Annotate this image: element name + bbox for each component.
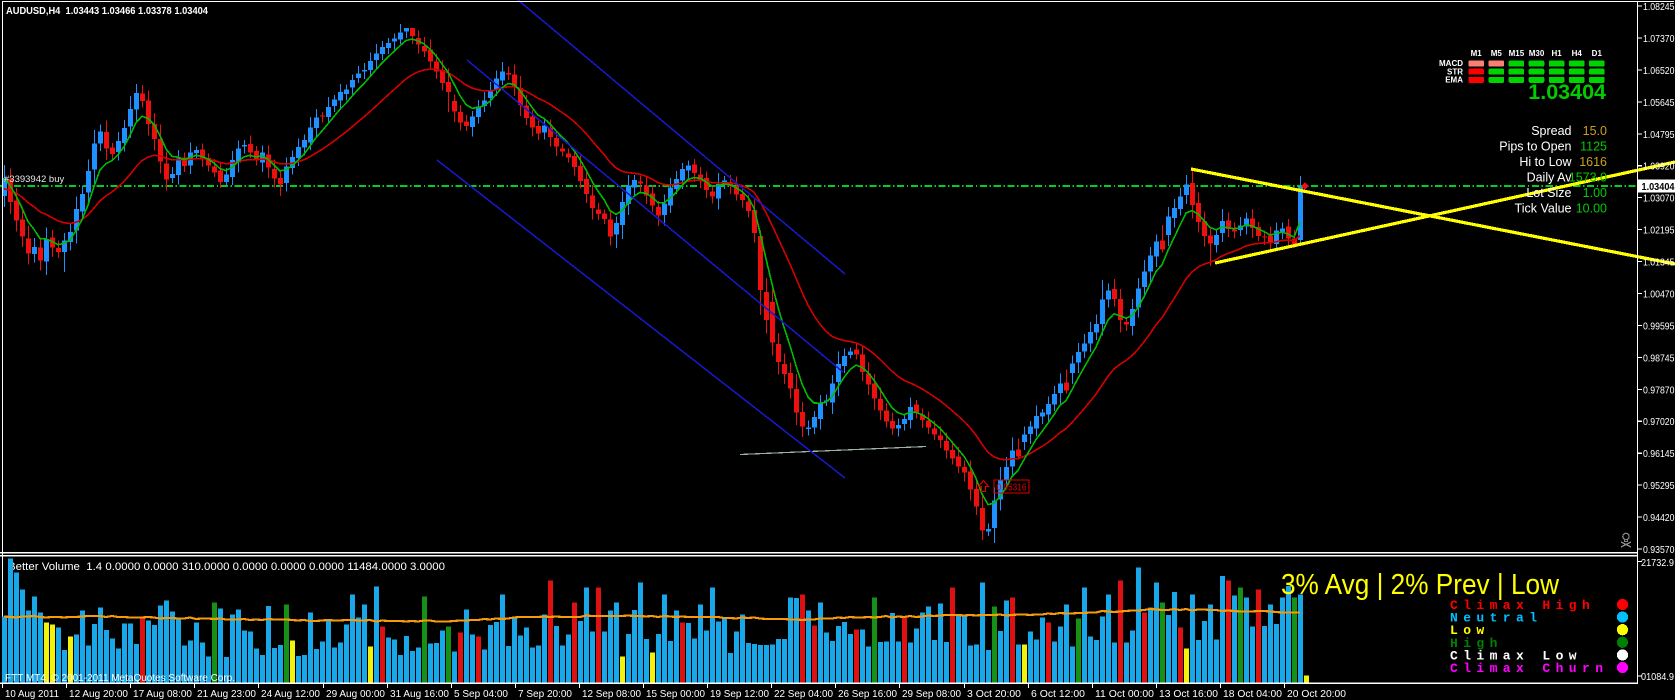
svg-text:19 Sep 12:00: 19 Sep 12:00 <box>710 688 769 700</box>
svg-text:Low: Low <box>1450 623 1490 638</box>
svg-text:22 Sep 04:00: 22 Sep 04:00 <box>774 688 833 700</box>
svg-text:13 Oct 16:00: 13 Oct 16:00 <box>1159 688 1218 700</box>
svg-text:Tick Value: Tick Value <box>1515 202 1572 216</box>
svg-text:5 Sep 04:00: 5 Sep 04:00 <box>454 688 508 700</box>
svg-text:STR: STR <box>1447 67 1463 76</box>
svg-text:0.99595: 0.99595 <box>1643 320 1675 332</box>
svg-text:0.95295: 0.95295 <box>1643 480 1675 492</box>
svg-text:1.07370: 1.07370 <box>1643 33 1675 45</box>
svg-text:1.01345: 1.01345 <box>1643 257 1675 269</box>
svg-text:0.97020: 0.97020 <box>1643 416 1675 428</box>
svg-text:17 Aug 08:00: 17 Aug 08:00 <box>133 688 192 700</box>
svg-text:Hi to Low: Hi to Low <box>1519 155 1572 169</box>
svg-text:1.03920: 1.03920 <box>1643 161 1675 173</box>
svg-text:3 Oct 20:00: 3 Oct 20:00 <box>967 688 1021 700</box>
svg-text:1.03404: 1.03404 <box>1528 80 1606 104</box>
svg-text:15.0: 15.0 <box>1583 124 1607 138</box>
svg-text:15 Sep 00:00: 15 Sep 00:00 <box>646 688 705 700</box>
svg-text:1.00: 1.00 <box>1583 186 1607 200</box>
svg-text:1.03070: 1.03070 <box>1643 193 1675 205</box>
svg-text:Climax High: Climax High <box>1450 598 1595 613</box>
svg-text:H4: H4 <box>1572 49 1583 58</box>
svg-text:24 Aug 12:00: 24 Aug 12:00 <box>261 688 320 700</box>
svg-text:M1: M1 <box>1471 49 1483 58</box>
svg-text:0.93570: 0.93570 <box>1643 544 1675 556</box>
svg-text:1.06520: 1.06520 <box>1643 65 1675 77</box>
svg-text:10.00: 10.00 <box>1576 202 1607 216</box>
svg-text:M30: M30 <box>1529 49 1545 58</box>
svg-text:26 Sep 16:00: 26 Sep 16:00 <box>838 688 897 700</box>
svg-text:11 Oct 00:00: 11 Oct 00:00 <box>1095 688 1154 700</box>
svg-text:1125: 1125 <box>1580 140 1607 154</box>
svg-text:0.95316: 0.95316 <box>997 483 1027 494</box>
svg-text:12 Sep 08:00: 12 Sep 08:00 <box>582 688 641 700</box>
svg-text:1616: 1616 <box>1579 155 1607 169</box>
svg-text:MACD: MACD <box>1439 59 1463 68</box>
svg-text:Climax Churn: Climax Churn <box>1450 661 1608 676</box>
svg-text:1573.0: 1573.0 <box>1569 171 1607 185</box>
svg-text:Climax Low: Climax Low <box>1450 648 1582 663</box>
svg-text:21732.9: 21732.9 <box>1641 557 1674 569</box>
svg-text:0.94420: 0.94420 <box>1643 512 1675 524</box>
svg-text:M5: M5 <box>1491 49 1503 58</box>
svg-text:31 Aug 16:00: 31 Aug 16:00 <box>390 688 449 700</box>
svg-text:1.04795: 1.04795 <box>1643 129 1675 141</box>
svg-text:10 Aug 2011: 10 Aug 2011 <box>5 688 59 700</box>
svg-text:H1: H1 <box>1551 49 1562 58</box>
svg-text:20 Oct 20:00: 20 Oct 20:00 <box>1287 688 1346 700</box>
svg-text:Neutral: Neutral <box>1450 611 1542 626</box>
svg-text:1.02195: 1.02195 <box>1643 225 1675 237</box>
svg-text:1.00470: 1.00470 <box>1643 289 1675 301</box>
svg-text:1.03404: 1.03404 <box>1642 181 1675 193</box>
svg-text:Daily Av: Daily Av <box>1527 171 1573 185</box>
svg-text:Lot Size: Lot Size <box>1526 186 1571 200</box>
svg-text:0.98745: 0.98745 <box>1643 352 1675 364</box>
svg-text:0.97870: 0.97870 <box>1643 384 1675 396</box>
svg-text:1.05645: 1.05645 <box>1643 97 1675 109</box>
svg-text:M15: M15 <box>1509 49 1525 58</box>
svg-text:01084.9: 01084.9 <box>1641 671 1674 683</box>
svg-text:FTT MT4, © 2001-2011 MetaQuote: FTT MT4, © 2001-2011 MetaQuotes Software… <box>5 672 235 684</box>
svg-text:AUDUSD,H4 1.03443 1.03466 1.0: AUDUSD,H4 1.03443 1.03466 1.03378 1.0340… <box>6 5 208 17</box>
svg-text:#3393942 buy: #3393942 buy <box>4 174 64 185</box>
svg-text:12 Aug 20:00: 12 Aug 20:00 <box>69 688 128 700</box>
svg-text:Pips to Open: Pips to Open <box>1499 140 1571 154</box>
svg-text:1.08245: 1.08245 <box>1643 1 1675 13</box>
svg-text:7 Sep 20:00: 7 Sep 20:00 <box>518 688 572 700</box>
svg-text:High: High <box>1450 636 1503 651</box>
svg-text:Spread: Spread <box>1531 124 1571 138</box>
svg-text:29 Aug 00:00: 29 Aug 00:00 <box>326 688 385 700</box>
svg-text:D1: D1 <box>1592 49 1603 58</box>
svg-text:Better Volume 1.4 0.0000 0.00: Better Volume 1.4 0.0000 0.0000 310.0000… <box>8 561 445 573</box>
svg-text:EMA: EMA <box>1445 75 1463 84</box>
svg-text:21 Aug 23:00: 21 Aug 23:00 <box>197 688 256 700</box>
svg-text:3% Avg | 2% Prev | Low: 3% Avg | 2% Prev | Low <box>1281 569 1560 601</box>
svg-text:29 Sep 08:00: 29 Sep 08:00 <box>902 688 961 700</box>
svg-text:6 Oct 12:00: 6 Oct 12:00 <box>1031 688 1085 700</box>
svg-text:0.96145: 0.96145 <box>1643 448 1675 460</box>
svg-text:18 Oct 04:00: 18 Oct 04:00 <box>1223 688 1282 700</box>
